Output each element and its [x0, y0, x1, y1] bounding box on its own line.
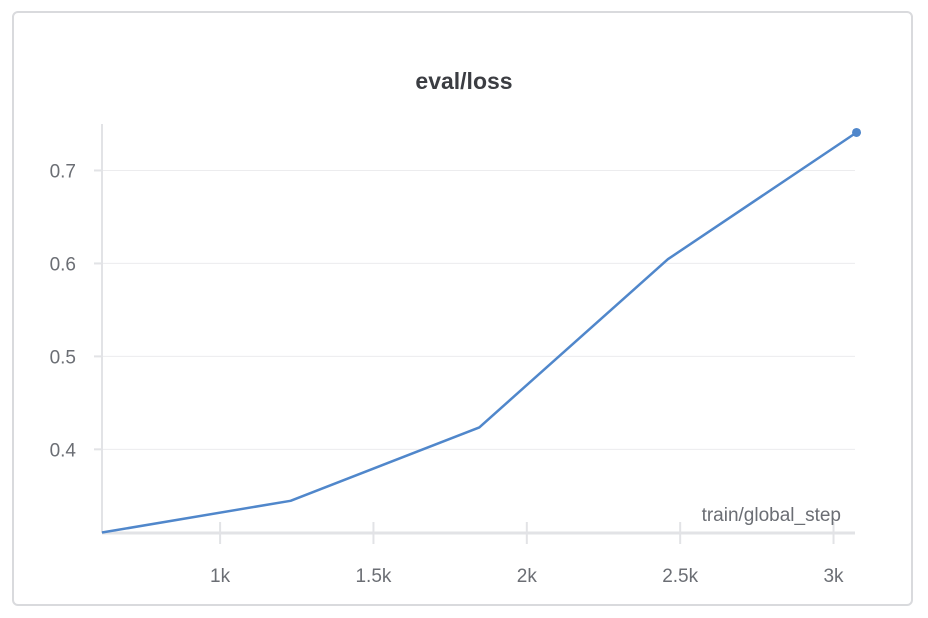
series-group: [101, 127, 862, 534]
y-tick-label: 0.4: [50, 440, 77, 461]
x-axis-ticks: 1k 1.5k 2k 2.5k 3k: [210, 522, 844, 587]
series-line: [101, 131, 858, 534]
x-tick-label: 1k: [210, 566, 231, 587]
x-axis-label: train/global_step: [702, 505, 841, 526]
x-tick-label: 2.5k: [662, 566, 698, 587]
chart-panel: [12, 11, 913, 606]
chart-title: eval/loss: [415, 68, 513, 94]
y-axis-ticks: 0.4 0.5 0.6 0.7: [50, 161, 102, 461]
y-tick-label: 0.6: [50, 254, 76, 275]
y-tick-label: 0.5: [50, 347, 76, 368]
grid-lines: [102, 169, 855, 450]
series-end-point: [852, 127, 862, 137]
axes: [101, 124, 855, 535]
x-tick-label: 1.5k: [355, 566, 391, 587]
y-tick-label: 0.7: [50, 161, 76, 182]
x-tick-label: 2k: [517, 566, 538, 587]
x-tick-label: 3k: [823, 566, 844, 587]
